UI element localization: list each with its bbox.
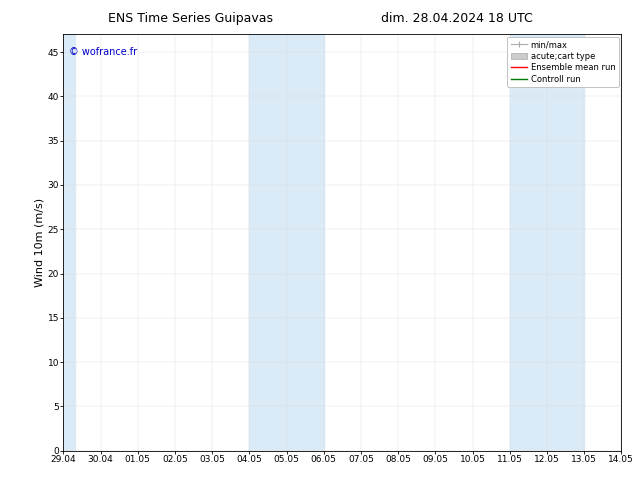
Text: ENS Time Series Guipavas: ENS Time Series Guipavas xyxy=(108,12,273,25)
Bar xyxy=(63,34,75,451)
Y-axis label: Wind 10m (m/s): Wind 10m (m/s) xyxy=(35,198,45,287)
Bar xyxy=(510,34,584,451)
Bar xyxy=(249,34,324,451)
Text: dim. 28.04.2024 18 UTC: dim. 28.04.2024 18 UTC xyxy=(380,12,533,25)
Legend: min/max, acute;cart type, Ensemble mean run, Controll run: min/max, acute;cart type, Ensemble mean … xyxy=(507,37,619,87)
Text: © wofrance.fr: © wofrance.fr xyxy=(69,47,137,57)
